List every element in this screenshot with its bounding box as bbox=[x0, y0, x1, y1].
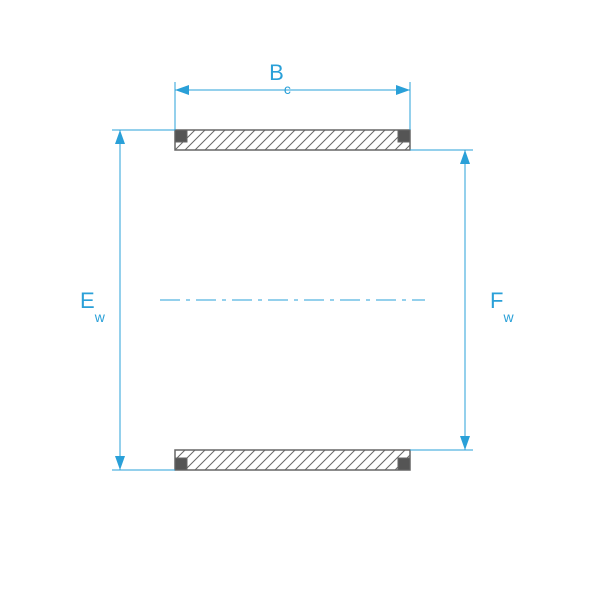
arrowhead bbox=[460, 150, 470, 164]
arrowhead bbox=[115, 456, 125, 470]
arrowhead bbox=[175, 85, 189, 95]
fw-label: Fw bbox=[490, 288, 514, 325]
bearing-dimension-diagram: Bc Ew Fw bbox=[0, 0, 600, 600]
bc-label: Bc bbox=[269, 60, 291, 97]
corner-block bbox=[175, 458, 187, 470]
corner-block bbox=[175, 130, 187, 142]
corner-block bbox=[398, 458, 410, 470]
corner-block bbox=[398, 130, 410, 142]
hatch bbox=[175, 130, 410, 150]
arrowhead bbox=[460, 436, 470, 450]
ew-label: Ew bbox=[80, 288, 106, 325]
arrowhead bbox=[115, 130, 125, 144]
hatch bbox=[175, 450, 410, 470]
arrowhead bbox=[396, 85, 410, 95]
